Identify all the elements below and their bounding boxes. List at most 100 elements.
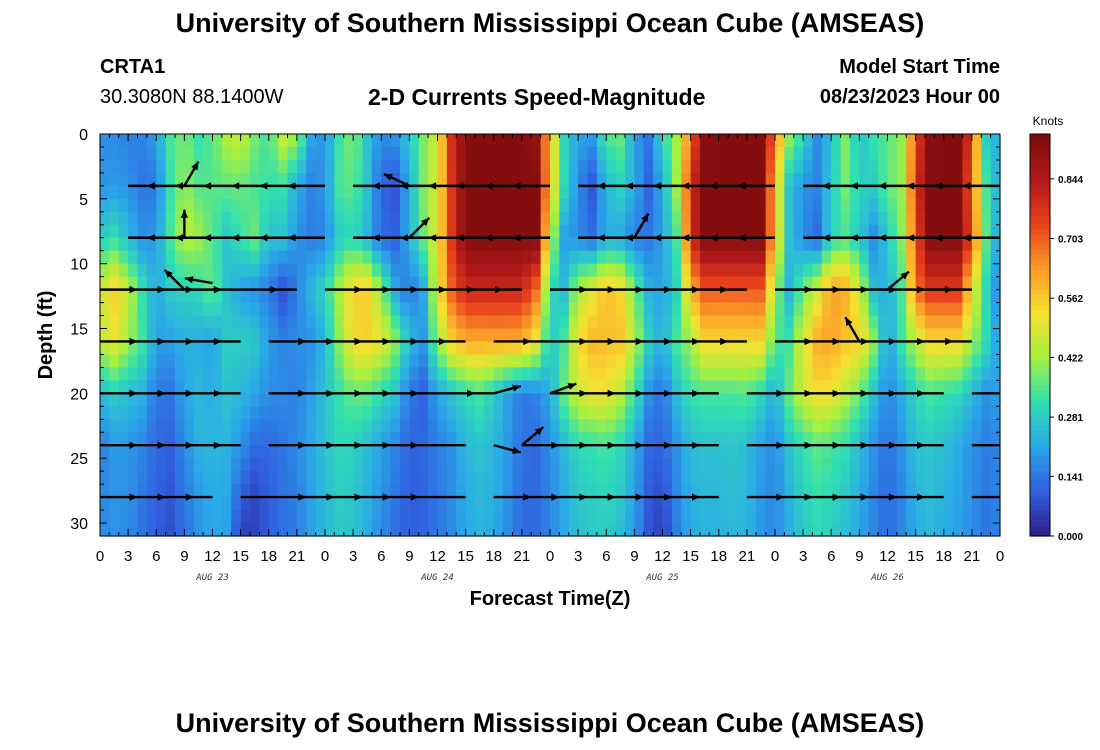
heatmap-cell — [934, 445, 945, 459]
heatmap-cell — [615, 185, 626, 200]
heatmap-cell — [896, 159, 907, 174]
heatmap-cell — [268, 432, 279, 446]
heatmap-cell — [315, 276, 326, 291]
colorbar-segment — [1030, 480, 1050, 487]
heatmap-cell — [615, 315, 626, 330]
heatmap-cell — [409, 523, 420, 537]
heatmap-cell — [718, 237, 729, 252]
heatmap-cell — [418, 159, 429, 174]
colorbar-segment — [1030, 234, 1050, 241]
heatmap-cell — [446, 510, 457, 524]
heatmap-cell — [278, 406, 289, 420]
heatmap-cell — [681, 341, 692, 356]
heatmap-cell — [118, 198, 129, 213]
heatmap-cell — [315, 172, 326, 187]
heatmap-cell — [287, 458, 298, 472]
heatmap-cell — [465, 432, 476, 446]
heatmap-cell — [962, 406, 973, 420]
heatmap-cell — [653, 354, 664, 369]
heatmap-cell — [700, 159, 710, 174]
heatmap-cell — [531, 510, 542, 524]
heatmap-cell — [906, 198, 917, 213]
heatmap-cell — [540, 134, 551, 148]
heatmap-cell — [953, 328, 964, 343]
colorbar-segment — [1030, 500, 1050, 507]
heatmap-cell — [718, 289, 729, 304]
vector-arrowhead — [663, 493, 672, 501]
heatmap-cell — [746, 471, 757, 485]
heatmap-cell — [503, 510, 514, 524]
heatmap-cell — [671, 263, 682, 278]
heatmap-cell — [821, 159, 832, 174]
heatmap-cell — [700, 471, 710, 485]
heatmap-cell — [962, 393, 973, 407]
vector-arrowhead — [382, 389, 391, 397]
heatmap-cell — [353, 224, 364, 239]
heatmap-cell — [334, 302, 345, 317]
heatmap-cell — [371, 445, 382, 459]
heatmap-cell — [765, 146, 776, 161]
heatmap-cell — [681, 419, 692, 433]
heatmap-cell — [334, 224, 345, 239]
heatmap-cell — [915, 341, 926, 356]
heatmap-cell — [296, 484, 307, 498]
heatmap-cell — [381, 458, 392, 472]
heatmap-cell — [325, 380, 335, 394]
heatmap-cell — [962, 263, 973, 278]
heatmap-cell — [625, 458, 635, 472]
heatmap-cell — [137, 276, 148, 291]
heatmap-cell — [193, 432, 204, 446]
heatmap-cell — [531, 367, 542, 381]
heatmap-cell — [625, 419, 635, 433]
heatmap-cell — [109, 380, 120, 394]
heatmap-cell — [521, 211, 532, 226]
heatmap-cell — [671, 289, 682, 304]
heatmap-cell — [775, 159, 785, 174]
heatmap-cell — [653, 445, 664, 459]
heatmap-cell — [915, 134, 926, 148]
heatmap-cell — [465, 289, 476, 304]
heatmap-cell — [484, 159, 495, 174]
heatmap-cell — [343, 224, 354, 239]
heatmap-cell — [446, 250, 457, 265]
heatmap-cell — [100, 315, 110, 330]
heatmap-cell — [868, 484, 879, 498]
heatmap-cell — [362, 393, 373, 407]
vector-arrowhead — [845, 317, 853, 326]
heatmap-cell — [175, 354, 185, 369]
heatmap-cell — [165, 328, 176, 343]
heatmap-cell — [221, 224, 232, 239]
heatmap-cell — [259, 250, 270, 265]
heatmap-cell — [531, 211, 542, 226]
heatmap-cell — [859, 198, 870, 213]
heatmap-cell — [362, 211, 373, 226]
heatmap-cell — [709, 146, 720, 161]
heatmap-cell — [203, 289, 214, 304]
heatmap-cell — [812, 380, 823, 394]
vector-arrowhead — [185, 337, 194, 346]
heatmap-cell — [568, 341, 579, 356]
heatmap-cell — [540, 263, 551, 278]
heatmap-cell — [793, 406, 804, 420]
heatmap-cell — [737, 432, 748, 446]
heatmap-cell — [390, 224, 401, 239]
heatmap-cell — [259, 393, 270, 407]
heatmap-cell — [737, 185, 748, 200]
heatmap-cell — [934, 198, 945, 213]
heatmap-cell — [193, 315, 204, 330]
heatmap-cell — [465, 510, 476, 524]
heatmap-cell — [184, 185, 195, 200]
heatmap-cell — [587, 458, 598, 472]
heatmap-cell — [943, 510, 954, 524]
heatmap-cell — [821, 432, 832, 446]
heatmap-cell — [381, 510, 392, 524]
heatmap-cell — [475, 406, 485, 420]
heatmap-cell — [962, 172, 973, 187]
heatmap-cell — [156, 458, 167, 472]
heatmap-cell — [503, 159, 514, 174]
vector-arrowhead — [185, 493, 194, 501]
heatmap-cell — [175, 224, 185, 239]
heatmap-cell — [568, 393, 579, 407]
heatmap-cell — [596, 276, 607, 291]
heatmap-cell — [203, 263, 214, 278]
